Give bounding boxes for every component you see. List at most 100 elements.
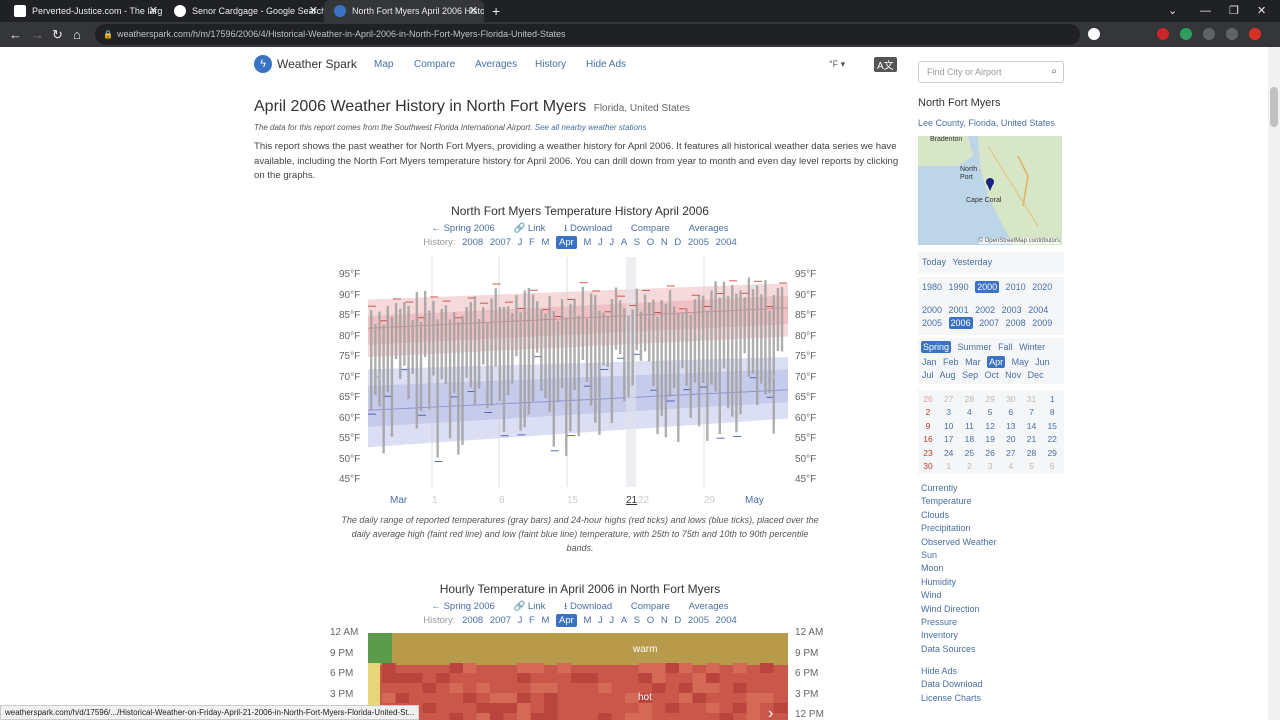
forward-icon[interactable]: → (31, 27, 44, 42)
decade-item[interactable]: 2020 (1032, 282, 1053, 292)
history-item[interactable]: 2004 (715, 237, 737, 248)
tab-perverted-justice[interactable]: Perverted-Justice.com - The larg ✕ (4, 0, 164, 22)
calendar-day[interactable]: 17 (943, 434, 954, 445)
year-item[interactable]: 2008 (1005, 318, 1026, 328)
spring-link[interactable]: ← Spring 2006 (431, 601, 495, 612)
calendar-day[interactable]: 9 (925, 420, 931, 431)
google-lens-icon[interactable] (1088, 28, 1100, 41)
decade-item[interactable]: 1990 (948, 282, 969, 292)
minimize-icon[interactable]: — (1200, 5, 1211, 17)
home-icon[interactable]: ⌂ (73, 27, 81, 42)
tab-weatherspark[interactable]: North Fort Myers April 2006 Histo ✕ (324, 0, 484, 22)
sidebar-link[interactable]: Wind (921, 590, 942, 601)
calendar-day[interactable]: 2 (967, 461, 972, 471)
history-item[interactable]: S (633, 237, 641, 248)
calendar-day[interactable]: 4 (1008, 461, 1014, 471)
history-item[interactable]: D (674, 237, 682, 248)
calendar-day[interactable]: 2 (925, 407, 931, 418)
year-item[interactable]: 2002 (975, 305, 996, 315)
year-item-selected[interactable]: 2006 (948, 317, 973, 329)
sidebar-link[interactable]: Currently (921, 483, 958, 493)
calendar-day[interactable]: 25 (964, 447, 975, 458)
calendar-day[interactable]: 24 (943, 447, 954, 458)
share-icon[interactable] (1111, 28, 1123, 40)
month-item[interactable]: Aug (939, 370, 956, 380)
calendar-day[interactable]: 23 (923, 447, 933, 458)
calendar-day[interactable]: 7 (1029, 407, 1034, 418)
history-item-selected[interactable]: Apr (556, 236, 577, 249)
history-item[interactable]: 2005 (687, 615, 709, 626)
history-item[interactable]: J (598, 237, 603, 248)
search-input[interactable]: Find City or Airport ⌕ (918, 61, 1064, 83)
compare-link[interactable]: Compare (630, 601, 670, 612)
month-item[interactable]: Sep (962, 370, 979, 380)
year-item[interactable]: 2004 (1028, 305, 1049, 315)
restore-icon[interactable]: ❐ (1229, 5, 1239, 17)
history-item[interactable]: M (541, 615, 550, 626)
history-item[interactable]: S (633, 615, 641, 626)
history-item[interactable]: 2005 (687, 237, 709, 248)
history-item[interactable]: D (674, 615, 682, 626)
menu-history[interactable]: History (535, 59, 567, 70)
temperature-chart[interactable]: ‹ › (368, 257, 788, 502)
calendar-day[interactable]: 11 (964, 420, 974, 431)
unit-selector[interactable]: °F ▾ (829, 59, 846, 69)
sidebar-link[interactable]: Sun (921, 549, 938, 560)
averages-link[interactable]: Averages (688, 601, 729, 612)
decade-item[interactable]: 1980 (922, 282, 943, 292)
sidebar-link[interactable]: Clouds (921, 509, 950, 520)
year-item[interactable]: 2001 (948, 305, 969, 315)
calendar-day[interactable]: 5 (987, 407, 993, 418)
brand-name[interactable]: Weather Spark (277, 57, 357, 71)
search-icon[interactable]: ⌕ (1051, 66, 1057, 77)
link-link[interactable]: 🔗 Link (513, 223, 546, 234)
year-item[interactable]: 2003 (1001, 305, 1022, 315)
download-link[interactable]: ⭳ Download (564, 223, 613, 234)
calendar-day[interactable]: 31 (1026, 394, 1037, 404)
sidebar-link[interactable]: Observed Weather (921, 536, 997, 547)
extension-red-icon[interactable] (1157, 28, 1170, 41)
year-item[interactable]: 2007 (979, 318, 1000, 328)
calendar-day[interactable]: 10 (943, 420, 954, 431)
calendar-day[interactable]: 27 (1006, 447, 1016, 458)
new-tab-icon[interactable]: + (492, 3, 501, 19)
download-link[interactable]: ⭳ Download (564, 601, 613, 612)
close-icon[interactable]: ✕ (308, 5, 318, 17)
calendar-day[interactable]: 29 (985, 394, 995, 404)
calendar-day[interactable]: 26 (985, 447, 995, 458)
history-item[interactable]: O (646, 615, 655, 626)
history-item[interactable]: F (529, 237, 535, 248)
season-item[interactable]: Summer (957, 342, 992, 352)
history-item[interactable]: 2007 (489, 237, 511, 248)
season-item[interactable]: Winter (1019, 342, 1046, 352)
calendar-day[interactable]: 30 (923, 461, 933, 471)
address-bar[interactable]: 🔒 weatherspark.com/h/m/17596/2006/4/Hist… (95, 24, 1080, 45)
month-item[interactable]: May (1011, 357, 1029, 367)
history-item[interactable]: A (620, 237, 628, 248)
season-item[interactable]: Fall (998, 342, 1013, 352)
history-item[interactable]: O (646, 237, 655, 248)
month-item-selected[interactable]: Apr (987, 356, 1006, 368)
sidebar-link[interactable]: Data Sources (921, 643, 976, 654)
menu-map[interactable]: Map (374, 59, 394, 70)
menu-averages[interactable]: Averages (475, 59, 518, 70)
history-item[interactable]: J (517, 237, 523, 248)
spring-link[interactable]: ← Spring 2006 (431, 223, 495, 234)
calendar-day[interactable]: 20 (1006, 434, 1016, 445)
calendar-day[interactable]: 15 (1047, 420, 1057, 431)
history-item[interactable]: M (583, 615, 592, 626)
side-panel-icon[interactable] (1226, 28, 1239, 41)
page-scrollbar[interactable] (1268, 47, 1280, 720)
calendar-day[interactable]: 28 (964, 394, 975, 404)
sidebar-link[interactable]: Humidity (921, 576, 957, 587)
calendar-day[interactable]: 5 (1029, 461, 1034, 471)
sidebar-link[interactable]: Data Download (921, 679, 983, 690)
calendar-day[interactable]: 1 (1049, 394, 1055, 404)
month-item[interactable]: Dec (1027, 370, 1044, 380)
yesterday-link[interactable]: Yesterday (952, 257, 993, 267)
sidebar-link[interactable]: Pressure (921, 616, 958, 627)
year-item[interactable]: 2005 (922, 318, 943, 328)
month-item[interactable]: Mar (965, 357, 981, 367)
history-item[interactable]: J (517, 615, 523, 626)
history-item[interactable]: J (598, 615, 603, 626)
